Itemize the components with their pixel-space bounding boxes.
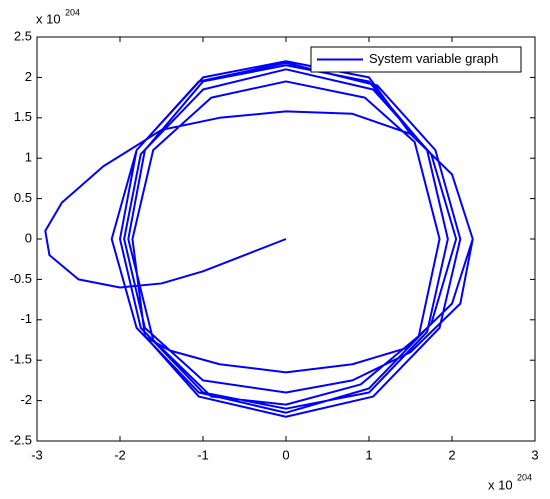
x-multiplier-exponent: 204	[517, 472, 532, 482]
y-tick-label: 0	[25, 230, 32, 245]
x-tick-label: 3	[531, 447, 538, 462]
y-tick-label: -0.5	[10, 271, 32, 286]
y-tick-label: 2.5	[14, 28, 32, 43]
x-tick-label: 2	[448, 447, 455, 462]
y-tick-label: 0.5	[14, 190, 32, 205]
x-tick-label: -2	[114, 447, 126, 462]
y-multiplier-exponent: 204	[65, 7, 80, 17]
y-tick-label: -1.5	[10, 352, 32, 367]
legend-label: System variable graph	[369, 51, 498, 66]
y-tick-label: 1	[25, 150, 32, 165]
y-tick-label: -2	[20, 392, 32, 407]
x-tick-label: -3	[31, 447, 43, 462]
y-tick-label: 2	[25, 69, 32, 84]
y-tick-label: 1.5	[14, 109, 32, 124]
x-tick-label: -1	[197, 447, 209, 462]
x-tick-label: 1	[365, 447, 372, 462]
y-multiplier: x 10	[36, 11, 61, 26]
y-tick-label: -2.5	[10, 432, 32, 447]
y-tick-label: -1	[20, 311, 32, 326]
x-tick-label: 0	[282, 447, 289, 462]
data-line	[44, 60, 474, 418]
x-multiplier: x 10	[488, 477, 513, 492]
